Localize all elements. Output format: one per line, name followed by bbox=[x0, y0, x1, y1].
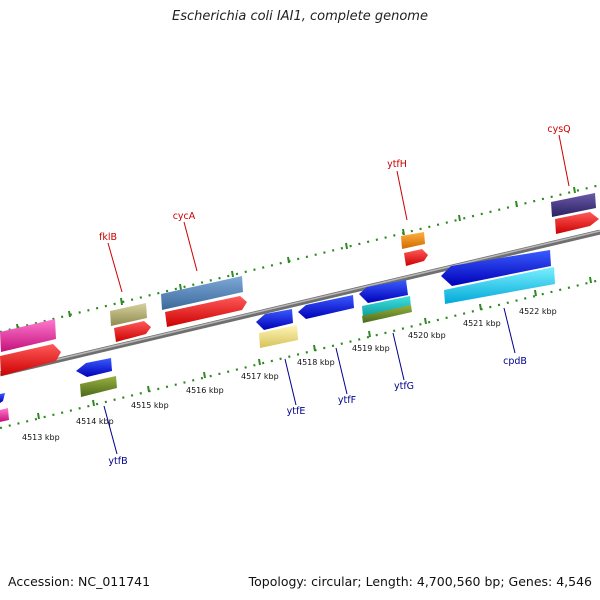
scale-label: 4519 kbp bbox=[352, 344, 390, 353]
gene-label-ytfH[interactable]: ytfH bbox=[387, 159, 407, 170]
scale-label: 4521 kbp bbox=[463, 319, 501, 328]
gene-arrow-cysQ[interactable] bbox=[555, 212, 599, 234]
gene-arrow-ytfE-yellow[interactable] bbox=[259, 325, 298, 348]
label-leader bbox=[284, 358, 297, 406]
upper-major-tick bbox=[231, 270, 234, 278]
scale-label: 4516 kbp bbox=[186, 386, 224, 395]
label-leader bbox=[396, 170, 408, 221]
gene-arrow-navy[interactable] bbox=[551, 193, 596, 217]
upper-major-tick bbox=[458, 214, 461, 222]
label-leader bbox=[558, 134, 570, 187]
label-leader bbox=[107, 242, 123, 293]
upper-major-tick bbox=[179, 283, 182, 291]
lower-major-tick bbox=[258, 358, 261, 366]
lower-major-tick bbox=[479, 303, 482, 311]
gene-arrow-cpdB-cyan[interactable] bbox=[444, 267, 555, 304]
gene-arrow-cycA-top[interactable] bbox=[161, 276, 243, 310]
gene-label-cpdB[interactable]: cpdB bbox=[503, 356, 527, 367]
lower-major-tick bbox=[37, 412, 40, 420]
bottom-gene-labels: ytfB ytfE ytfF ytfG cpdB bbox=[103, 307, 527, 467]
lower-tick-track bbox=[0, 276, 600, 430]
genome-summary-text: Topology: circular; Length: 4,700,560 bp… bbox=[248, 574, 592, 589]
gene-label-ytfE[interactable]: ytfE bbox=[287, 406, 306, 417]
scale-label: 4515 kbp bbox=[131, 401, 169, 410]
scale-label: 4518 kbp bbox=[297, 358, 335, 367]
gene-arrow-khaki[interactable] bbox=[110, 303, 147, 326]
gene-arrow-olive[interactable] bbox=[80, 376, 117, 397]
gene-label-ytfB[interactable]: ytfB bbox=[108, 456, 127, 467]
label-leader bbox=[335, 347, 348, 395]
label-leader bbox=[503, 307, 516, 354]
gene-arrow-teal[interactable] bbox=[362, 296, 411, 318]
upper-tick-track bbox=[0, 183, 600, 334]
upper-major-tick bbox=[515, 200, 518, 208]
upper-major-tick bbox=[287, 256, 290, 264]
scale-label: 4520 kbp bbox=[408, 331, 446, 340]
gene-arrow-ytfH[interactable] bbox=[404, 249, 428, 266]
upper-major-tick bbox=[120, 297, 123, 306]
lower-major-tick bbox=[203, 371, 206, 379]
gene-label-fklB[interactable]: fklB bbox=[99, 232, 117, 243]
gene-arrow-ytfF[interactable] bbox=[298, 295, 354, 319]
scale-label: 4514 kbp bbox=[76, 417, 114, 426]
gene-arrow-magenta-low[interactable] bbox=[0, 408, 9, 422]
map-title: Escherichia coli IAI1, complete genome bbox=[172, 9, 428, 24]
accession-text: Accession: NC_011741 bbox=[8, 574, 151, 589]
scale-label: 4522 kbp bbox=[519, 307, 557, 316]
gene-label-ytfG[interactable]: ytfG bbox=[394, 381, 414, 392]
label-leader bbox=[183, 221, 198, 272]
scale-label: 4513 kbp bbox=[22, 433, 60, 442]
label-leader bbox=[392, 332, 405, 381]
upper-major-tick bbox=[68, 310, 71, 318]
gene-arrow-fklB[interactable] bbox=[114, 321, 151, 342]
genome-backbone bbox=[0, 229, 600, 377]
gene-label-cysQ[interactable]: cysQ bbox=[547, 124, 570, 135]
lower-major-tick bbox=[313, 344, 316, 352]
gene-arrow-ytfG[interactable] bbox=[359, 280, 408, 303]
gene-arrow-red[interactable] bbox=[0, 344, 61, 376]
upper-major-tick bbox=[345, 242, 348, 250]
gene-arrow-ytfE[interactable] bbox=[256, 309, 293, 330]
upper-major-tick bbox=[402, 228, 405, 236]
gene-arrow-olive-2[interactable] bbox=[362, 305, 412, 323]
lower-major-tick bbox=[92, 399, 95, 407]
scale-labels: 4513 kbp 4514 kbp 4515 kbp 4516 kbp 4517… bbox=[22, 307, 557, 442]
label-leader bbox=[103, 405, 118, 455]
gene-arrow-blue-edge[interactable] bbox=[0, 393, 5, 403]
gene-arrow-magenta[interactable] bbox=[0, 319, 56, 352]
genome-backbone-highlight bbox=[0, 230, 600, 374]
reverse-strand-genes bbox=[0, 250, 555, 422]
lower-dotted-line bbox=[0, 278, 600, 430]
lower-major-tick bbox=[534, 289, 537, 297]
gene-arrow-cycA[interactable] bbox=[165, 296, 247, 327]
top-gene-labels: fklB cycA ytfH cysQ bbox=[99, 124, 571, 293]
upper-major-tick bbox=[573, 186, 576, 194]
lower-major-tick bbox=[147, 385, 150, 393]
gene-arrow-ytfB[interactable] bbox=[76, 358, 112, 377]
gene-label-cycA[interactable]: cycA bbox=[173, 211, 196, 222]
gene-arrow-orange[interactable] bbox=[401, 232, 425, 249]
scale-label: 4517 kbp bbox=[241, 372, 279, 381]
forward-strand-genes bbox=[0, 193, 599, 376]
lower-major-tick bbox=[589, 276, 592, 284]
lower-major-tick bbox=[368, 330, 371, 338]
gene-arrow-cpdB[interactable] bbox=[441, 250, 551, 286]
upper-dotted-line bbox=[0, 183, 600, 334]
gene-label-ytfF[interactable]: ytfF bbox=[338, 395, 356, 406]
lower-major-tick bbox=[424, 317, 427, 325]
